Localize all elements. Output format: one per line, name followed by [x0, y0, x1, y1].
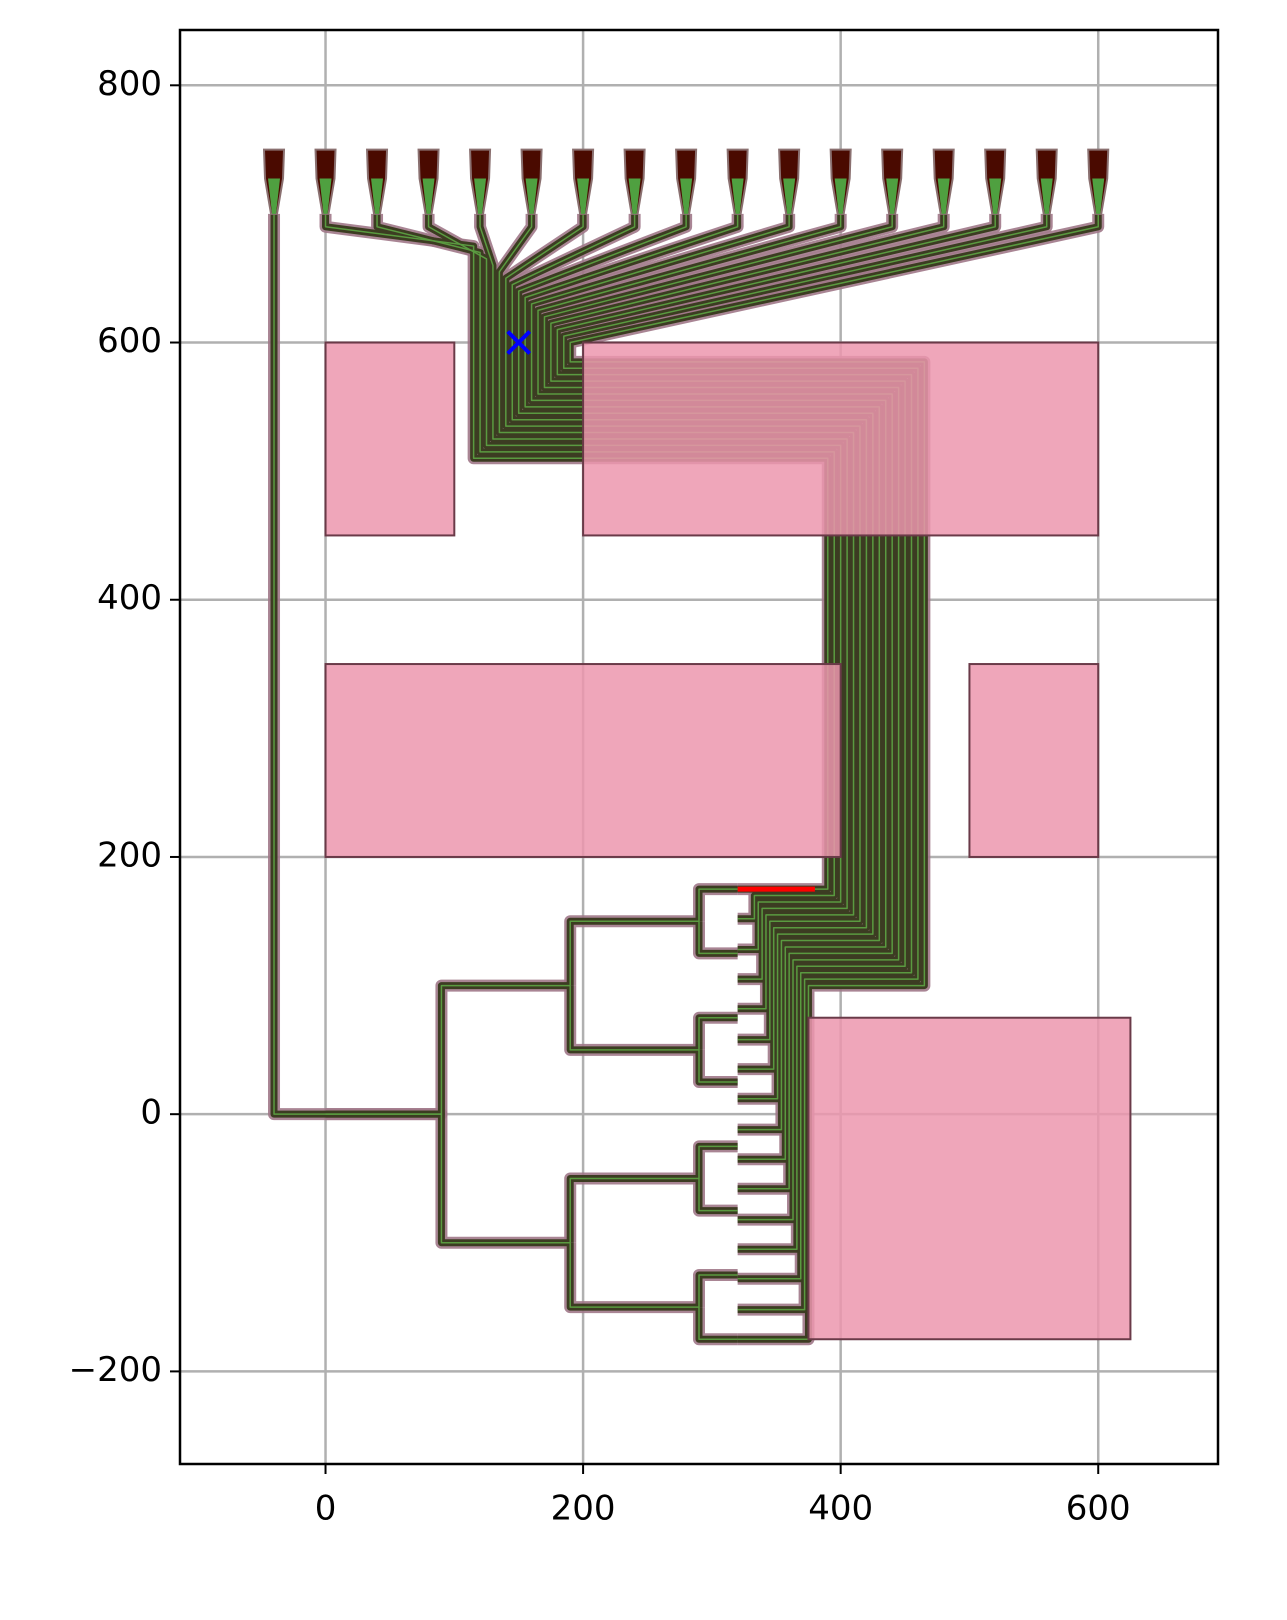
route-cladding — [564, 1172, 699, 1243]
obstacle — [807, 1016, 1132, 1341]
route-cladding — [325, 1108, 571, 1249]
y-tick-label: 600 — [97, 321, 162, 361]
y-tick-label: 200 — [97, 835, 162, 875]
plot-area — [180, 30, 1218, 1464]
route — [698, 1016, 738, 1050]
coupler-taper — [834, 178, 847, 214]
x-tick-label: 400 — [808, 1489, 873, 1529]
x-tick-label: 600 — [1066, 1489, 1131, 1529]
coupler-taper — [268, 178, 281, 214]
route — [569, 920, 699, 986]
y-tick-label: 800 — [97, 64, 162, 104]
route-cladding — [693, 1011, 738, 1050]
route-cladding — [564, 1242, 699, 1314]
route-cladding — [693, 1049, 738, 1089]
x-tick-label: 0 — [315, 1489, 337, 1529]
route — [698, 921, 738, 955]
x-tick-label: 200 — [551, 1489, 616, 1529]
coupler-taper — [1092, 178, 1105, 214]
coupler-taper — [731, 178, 744, 214]
axes-frame — [178, 28, 1220, 1466]
route-cladding — [693, 1307, 738, 1346]
route-core — [566, 917, 699, 986]
route-cladding — [693, 1178, 738, 1217]
coupler-taper — [1040, 178, 1053, 214]
coupler-taper — [989, 178, 1002, 214]
route-cladding — [693, 1268, 738, 1308]
coupler-taper — [319, 178, 332, 214]
y-tick-label: 400 — [97, 578, 162, 618]
route-cladding — [564, 915, 699, 986]
route — [698, 1307, 738, 1340]
route — [698, 1274, 738, 1308]
route — [698, 1049, 738, 1083]
obstacle — [582, 341, 1100, 537]
coupler-taper — [577, 178, 590, 214]
route — [569, 985, 699, 1051]
route-core — [566, 1174, 699, 1243]
route — [569, 1242, 699, 1308]
coupler-taper — [937, 178, 950, 214]
coupler-taper — [680, 178, 693, 214]
coupler-taper — [628, 178, 641, 214]
obstacle — [324, 663, 842, 858]
route-core — [270, 213, 326, 1118]
route-cladding — [693, 1140, 738, 1179]
route — [698, 1145, 738, 1179]
route-core — [566, 985, 699, 1054]
route — [273, 213, 326, 1115]
obstacle — [968, 663, 1100, 858]
route-core — [325, 1110, 571, 1247]
coupler-taper — [525, 178, 538, 214]
y-tick-label: 0 — [140, 1093, 162, 1133]
route — [698, 888, 738, 922]
route-core — [566, 1242, 699, 1311]
coupler-taper — [783, 178, 796, 214]
coupler-taper — [886, 178, 899, 214]
route-core — [325, 982, 571, 1118]
coupler-taper — [422, 178, 435, 214]
route — [698, 1178, 738, 1212]
route — [325, 1113, 571, 1244]
obstacle — [324, 341, 456, 537]
route-cladding — [693, 921, 738, 960]
marker — [506, 330, 532, 355]
route-cladding — [325, 979, 571, 1121]
route-cladding — [693, 883, 738, 922]
route-cladding — [268, 213, 326, 1121]
y-tick-label: −200 — [69, 1350, 162, 1390]
coupler-taper — [371, 178, 384, 214]
route-cladding — [564, 985, 699, 1056]
route — [569, 1177, 699, 1243]
coupler-taper — [474, 178, 487, 214]
route — [325, 984, 571, 1115]
